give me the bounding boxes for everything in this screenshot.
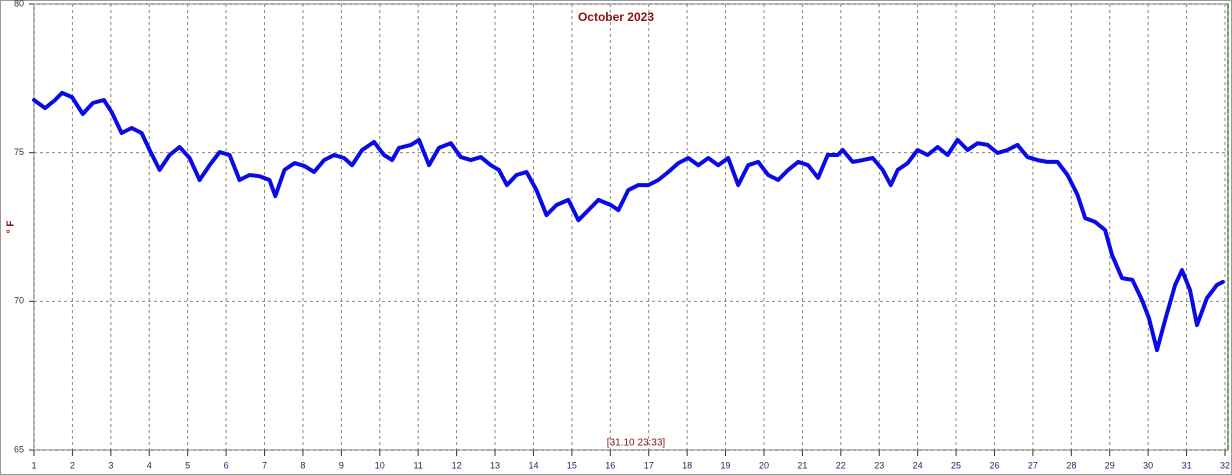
x-tick-label: 24 [913, 460, 923, 470]
x-tick-label: 29 [1105, 460, 1115, 470]
x-tick-label: 32 [1220, 460, 1230, 470]
x-tick-label: 20 [759, 460, 769, 470]
x-tick-label: 16 [605, 460, 615, 470]
x-tick-label: 8 [300, 460, 305, 470]
x-tick-label: 11 [414, 460, 423, 470]
x-tick-label: 3 [108, 460, 113, 470]
x-tick-label: 1 [31, 460, 36, 470]
x-tick-label: 2 [70, 460, 75, 470]
x-tick-label: 19 [721, 460, 731, 470]
x-tick-label: 18 [682, 460, 692, 470]
x-tick-label: 31 [1182, 460, 1192, 470]
x-tick-label: 10 [375, 460, 385, 470]
x-tick-label: 14 [528, 460, 538, 470]
x-tick-label: 9 [339, 460, 344, 470]
y-tick-label: 65 [14, 444, 24, 454]
x-tick-label: 6 [224, 460, 229, 470]
x-tick-label: 27 [1028, 460, 1038, 470]
x-tick-label: 17 [644, 460, 654, 470]
x-tick-label: 12 [452, 460, 462, 470]
x-tick-label: 30 [1143, 460, 1153, 470]
y-tick-label: 75 [14, 147, 24, 157]
x-tick-label: 26 [989, 460, 999, 470]
x-tick-label: 4 [147, 460, 152, 470]
time-label: [31.10 23:33] [607, 438, 666, 449]
chart-title: October 2023 [578, 10, 654, 24]
y-tick-label: 80 [14, 0, 24, 8]
x-tick-label: 22 [836, 460, 846, 470]
x-tick-label: 15 [567, 460, 577, 470]
y-axis-label: ° F [6, 221, 17, 234]
x-tick-label: 28 [1066, 460, 1076, 470]
x-tick-label: 13 [490, 460, 500, 470]
x-tick-label: 21 [797, 460, 807, 470]
x-tick-label: 23 [874, 460, 884, 470]
x-tick-label: 7 [262, 460, 267, 470]
x-tick-label: 5 [185, 460, 190, 470]
x-tick-label: 25 [951, 460, 961, 470]
temperature-line [32, 90, 1225, 353]
y-tick-label: 70 [14, 296, 24, 306]
